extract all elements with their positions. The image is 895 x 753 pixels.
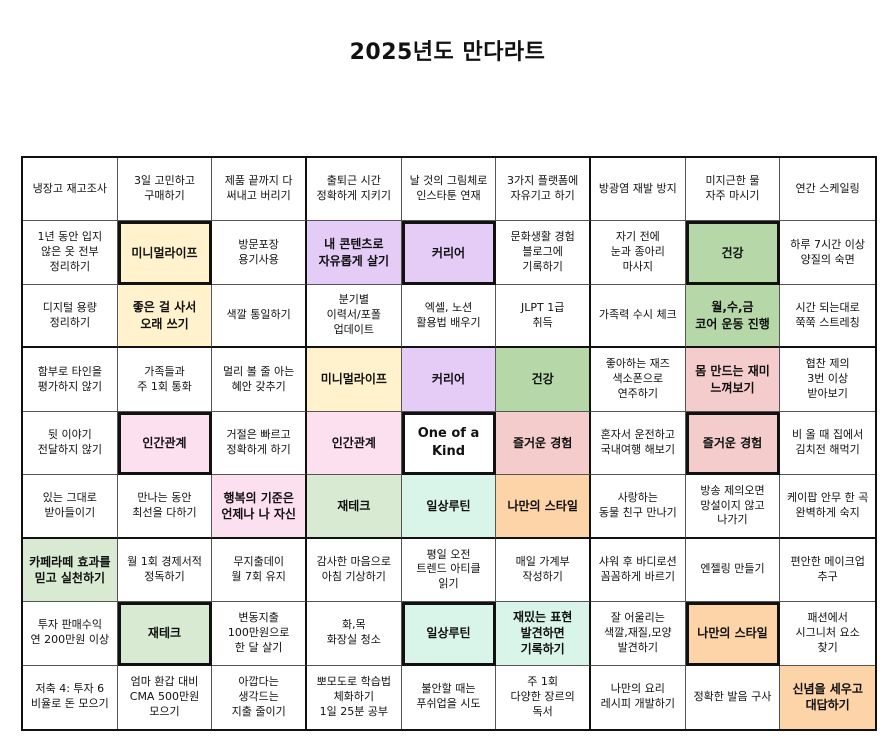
sub-goal-cell: 일상루틴	[401, 602, 497, 666]
action-cell: 함부로 타인을 평가하지 않기	[23, 348, 118, 412]
action-cell: 디지털 용량 정리하기	[23, 284, 118, 349]
action-cell: 미니멀라이프	[306, 348, 402, 412]
action-cell: 만나는 동안 최선을 다하기	[117, 475, 213, 539]
action-cell: 엄마 환갑 대비 CMA 500만원 모으기	[118, 665, 213, 729]
action-cell: 협찬 제의 3번 이상 받아보기	[780, 348, 875, 412]
action-cell: 3일 고민하고 구매하기	[117, 158, 213, 222]
action-cell: 방광염 재발 방지	[590, 158, 686, 222]
action-cell: 화,목 화장실 청소	[306, 602, 402, 666]
action-cell: 변동지출 100만원으로 한 달 살기	[212, 602, 307, 666]
sub-goal-cell: 재테크	[117, 602, 213, 666]
action-cell: 자기 전에 눈과 종아리 마사지	[590, 221, 686, 285]
action-cell: 즐거운 경험	[496, 411, 591, 476]
action-cell: 1년 동안 입지 않은 옷 전부 정리하기	[23, 221, 118, 285]
action-cell: 재밌는 표현 발견하면 기록하기	[496, 602, 591, 666]
action-cell: 정확한 발음 구사	[686, 665, 781, 729]
action-cell: 투자 판매수익 연 200만원 이상	[23, 602, 118, 666]
action-cell: JLPT 1급 취득	[496, 284, 591, 349]
action-cell: 좋은 걸 사서 오래 쓰기	[117, 284, 213, 349]
action-cell: 건강	[496, 348, 591, 412]
action-cell: 연간 스케일링	[780, 158, 875, 222]
action-cell: 사랑하는 동물 친구 만나기	[590, 475, 686, 539]
sub-goal-cell: 미니멀라이프	[117, 221, 213, 285]
action-cell: 나만의 요리 레시피 개발하기	[591, 665, 686, 729]
core-goal-cell: One of a Kind	[401, 411, 497, 476]
action-cell: 색깔 통일하기	[212, 284, 307, 349]
action-cell: 일상루틴	[401, 475, 497, 539]
action-cell: 커리어	[401, 348, 497, 412]
page-title: 2025년도 만다라트	[349, 40, 546, 65]
action-cell: 뽀모도로 학습법 체화하기 1일 25분 공부	[307, 665, 402, 729]
action-cell: 뒷 이야기 전달하지 않기	[23, 411, 118, 476]
action-cell: 아깝다는 생각드는 지출 줄이기	[212, 665, 307, 729]
action-cell: 가족력 수시 체크	[590, 284, 686, 349]
action-cell: 감사한 마음으로 아침 기상하기	[306, 538, 402, 603]
action-cell: 거절은 빠르고 정확하게 하기	[212, 411, 307, 476]
action-cell: 가족들과 주 1회 통화	[117, 348, 213, 412]
action-cell: 패션에서 시그니처 요소 찾기	[780, 602, 875, 666]
mandalart-grid: 냉장고 재고조사 3일 고민하고 구매하기 제품 끝까지 다 써내고 버리기 출퇴근 …	[21, 156, 877, 731]
action-cell: 저축 4: 투자 6 비율로 돈 모으기	[23, 665, 118, 729]
action-cell: 냉장고 재고조사	[23, 158, 118, 222]
action-cell: 샤워 후 바디로션 꼼꼼하게 바르기	[590, 538, 686, 603]
action-cell: 출퇴근 시간 정확하게 지키기	[306, 158, 402, 222]
action-cell: 분기별 이력서/포폴 업데이트	[306, 284, 402, 349]
action-cell: 월 1회 경제서적 정독하기	[117, 538, 213, 603]
action-cell: 있는 그대로 받아들이기	[23, 475, 118, 539]
action-cell: 신념을 세우고 대답하기	[780, 665, 875, 729]
sub-goal-cell: 나만의 스타일	[685, 602, 781, 666]
action-cell: 제품 끝까지 다 써내고 버리기	[212, 158, 307, 222]
action-cell: 혼자서 운전하고 국내여행 해보기	[590, 411, 686, 476]
action-cell: 인간관계	[306, 411, 402, 476]
action-cell: 시간 되는대로 쭉쭉 스트레칭	[780, 285, 875, 349]
action-cell: 행복의 기준은 언제나 나 자신	[212, 475, 307, 539]
action-cell: 주 1회 다양한 장르의 독서	[496, 665, 591, 729]
action-cell: 엔젤링 만들기	[685, 538, 781, 603]
sub-goal-cell: 건강	[685, 221, 781, 285]
sub-goal-cell: 커리어	[401, 221, 497, 285]
action-cell: 재테크	[306, 475, 402, 539]
action-cell: 방문포장 용기사용	[212, 221, 307, 285]
action-cell: 멀리 볼 줄 아는 혜안 갖추기	[212, 348, 307, 412]
sub-goal-cell: 인간관계	[117, 411, 213, 476]
action-cell: 비 올 때 집에서 김치전 해먹기	[780, 412, 875, 476]
action-cell: 몸 만드는 재미 느껴보기	[685, 348, 781, 412]
action-cell: 불안할 때는 푸쉬업을 시도	[402, 665, 497, 729]
action-cell: 월,수,금 코어 운동 진행	[685, 284, 781, 349]
action-cell: 편안한 메이크업 추구	[780, 539, 875, 603]
action-cell: 문화생활 경험 블로그에 기록하기	[496, 221, 591, 285]
action-cell: 나만의 스타일	[496, 475, 591, 539]
sub-goal-cell: 즐거운 경험	[685, 411, 781, 476]
action-cell: 날 것의 그림체로 인스타툰 연재	[401, 158, 497, 222]
action-cell: 평일 오전 트렌드 아티클 읽기	[401, 538, 497, 603]
action-cell: 무지출데이 월 7회 유지	[212, 538, 307, 603]
action-cell: 내 콘텐츠로 자유롭게 살기	[306, 221, 402, 285]
action-cell: 케이팝 안무 한 곡 완벽하게 숙지	[780, 475, 875, 539]
action-cell: 매일 가계부 작성하기	[496, 538, 591, 603]
action-cell: 엑셀, 노션 활용법 배우기	[401, 284, 497, 349]
action-cell: 하루 7시간 이상 양질의 숙면	[780, 221, 875, 285]
action-cell: 잘 어울리는 색깔,재질,모양 발견하기	[590, 602, 686, 666]
action-cell: 좋아하는 재즈 색소폰으로 연주하기	[590, 348, 686, 412]
action-cell: 미지근한 물 자주 마시기	[685, 158, 781, 222]
action-cell: 카페라떼 효과를 믿고 실천하기	[23, 538, 118, 603]
action-cell: 방송 제의오면 망설이지 않고 나가기	[685, 475, 781, 539]
action-cell: 3가지 플랫폼에 자유기고 하기	[496, 158, 591, 222]
